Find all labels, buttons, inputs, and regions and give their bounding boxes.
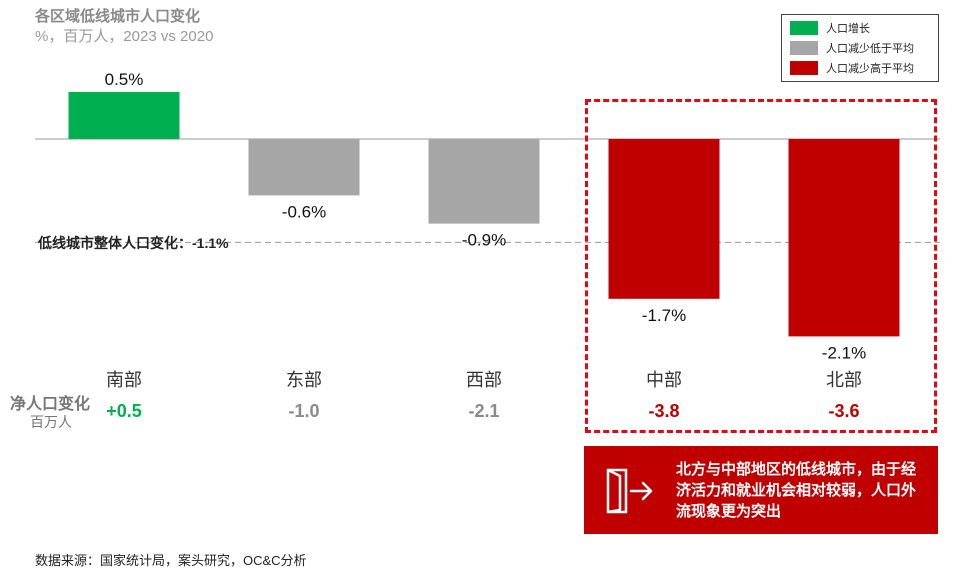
average-label: 低线城市整体人口变化：-1.1% bbox=[38, 235, 229, 251]
bar-value-label: -0.9% bbox=[462, 231, 506, 250]
category-label: 东部 bbox=[286, 370, 322, 390]
bar-0 bbox=[68, 92, 180, 139]
chart-title: 各区域低线城市人口变化 bbox=[35, 8, 201, 25]
category-label: 西部 bbox=[466, 370, 502, 390]
legend-item-growth: 人口增长 bbox=[790, 21, 870, 35]
callout-box: 北方与中部地区的低线城市，由于经济活力和就业机会相对较弱，人口外流现象更为突出 bbox=[584, 446, 938, 534]
bar-4 bbox=[788, 139, 900, 337]
chart-subtitle: %，百万人，2023 vs 2020 bbox=[35, 28, 214, 45]
legend-label: 人口减少低于平均 bbox=[826, 43, 914, 55]
net-change-row-unit: 百万人 bbox=[30, 414, 72, 430]
bar-3 bbox=[608, 139, 720, 299]
net-change-value: +0.5 bbox=[106, 401, 142, 421]
bar-value-label: -2.1% bbox=[822, 343, 866, 362]
legend-swatch bbox=[790, 61, 818, 75]
bar-value-label: -1.7% bbox=[642, 306, 686, 325]
category-label: 北部 bbox=[826, 370, 862, 390]
highlight-box bbox=[585, 99, 937, 433]
bar-value-label: 0.5% bbox=[105, 70, 144, 89]
category-label: 南部 bbox=[106, 370, 142, 390]
net-change-value: -3.6 bbox=[828, 401, 860, 421]
category-label: 中部 bbox=[646, 370, 682, 390]
callout-text: 北方与中部地区的低线城市，由于经济活力和就业机会相对较弱，人口外流现象更为突出 bbox=[676, 461, 917, 520]
net-change-value: -2.1 bbox=[468, 401, 500, 421]
legend: 人口增长 人口减少低于平均 人口减少高于平均 bbox=[781, 14, 939, 82]
exit-door-icon bbox=[606, 468, 653, 514]
legend-label: 人口减少高于平均 bbox=[826, 63, 914, 75]
legend-item-above-average: 人口减少高于平均 bbox=[790, 61, 914, 75]
legend-swatch bbox=[790, 21, 818, 35]
source-note: 数据来源：国家统计局，案头研究，OC&C分析 bbox=[35, 553, 307, 568]
bar-2 bbox=[428, 139, 540, 224]
legend-item-below-average: 人口减少低于平均 bbox=[790, 41, 914, 55]
bar-1 bbox=[248, 139, 360, 196]
legend-label: 人口增长 bbox=[826, 23, 870, 35]
bar-value-label: -0.6% bbox=[282, 202, 326, 221]
legend-swatch bbox=[790, 41, 818, 55]
net-change-value: -3.8 bbox=[648, 401, 680, 421]
net-change-row-label: 净人口变化 bbox=[10, 396, 91, 413]
net-change-value: -1.0 bbox=[288, 401, 320, 421]
